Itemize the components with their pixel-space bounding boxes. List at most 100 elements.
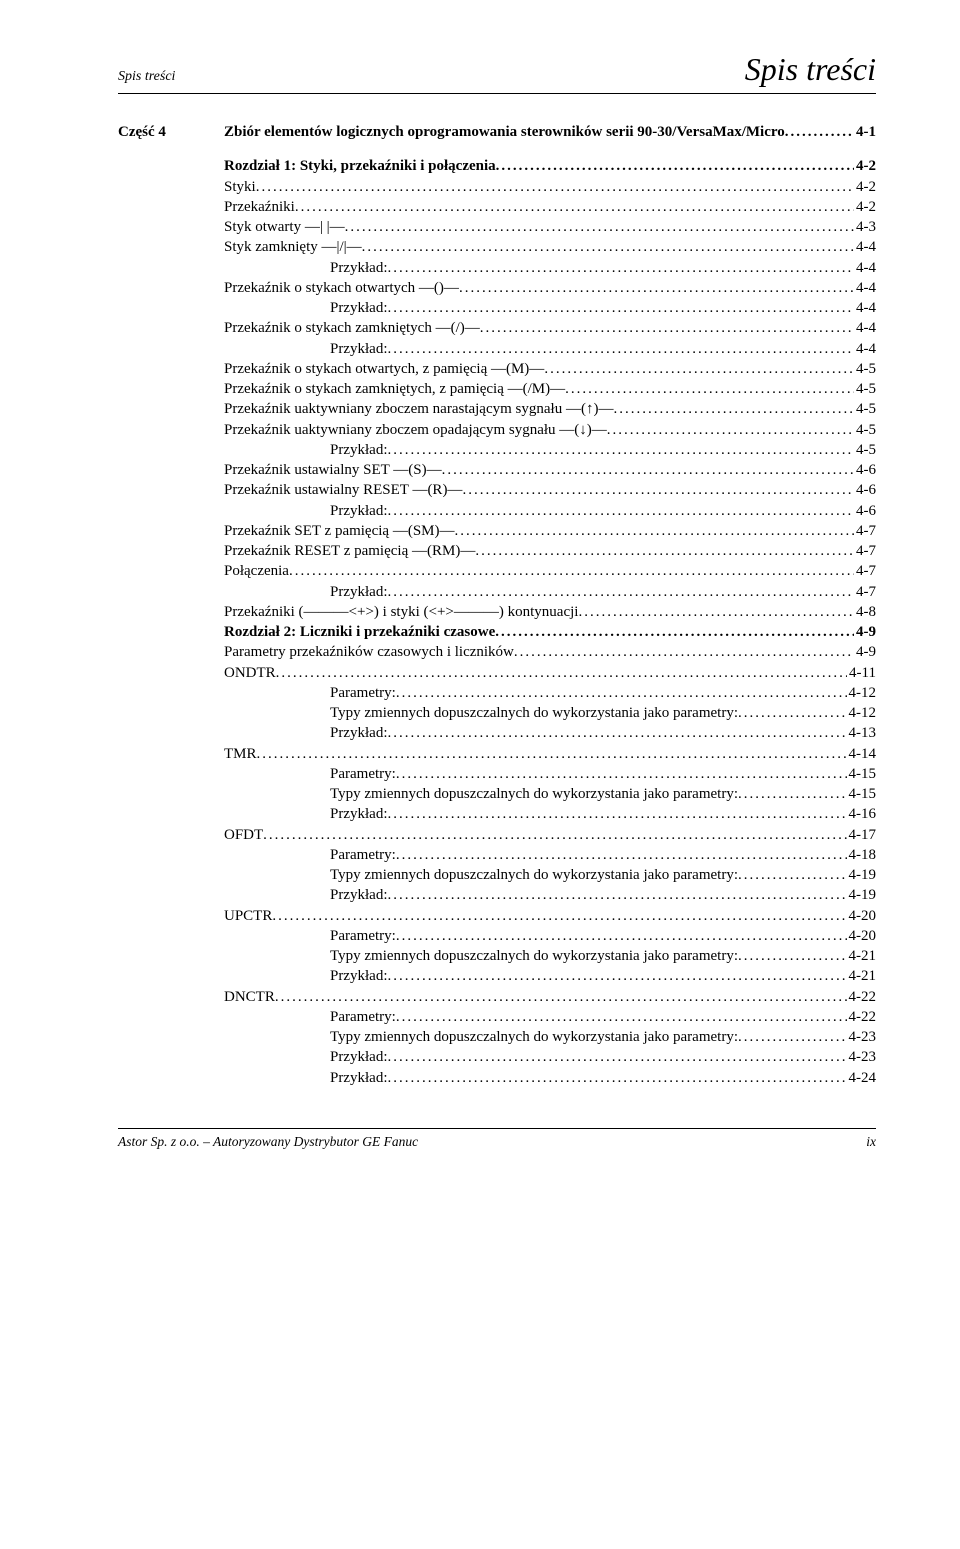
toc-label: Przekaźnik ustawialny SET —(S)—	[224, 460, 442, 480]
toc-page: 4-5	[854, 359, 876, 379]
leader-dots	[475, 541, 854, 561]
toc-page: 4-7	[854, 582, 876, 602]
toc-page: 4-5	[854, 379, 876, 399]
toc-label: Przykład:	[330, 885, 388, 905]
toc-label: Przekaźniki (———<+>) i styki (<+>———) ko…	[224, 602, 578, 622]
part-row: Część 4 Zbiór elementów logicznych oprog…	[118, 122, 876, 142]
footer-left: Astor Sp. z o.o. – Autoryzowany Dystrybu…	[118, 1133, 418, 1151]
toc-entry: Parametry: 4-15	[118, 764, 876, 784]
leader-dots	[613, 399, 854, 419]
leader-dots	[496, 156, 854, 176]
toc-entry: Przykład:4-4	[118, 298, 876, 318]
toc-label: Rozdział 1: Styki, przekaźniki i połącze…	[224, 156, 496, 176]
toc-page: 4-12	[847, 703, 877, 723]
leader-dots	[388, 501, 855, 521]
toc-page: 4-19	[847, 885, 877, 905]
toc-label: Przekaźnik SET z pamięcią —(SM)—	[224, 521, 455, 541]
toc-page: 4-3	[854, 217, 876, 237]
leader-dots	[738, 1027, 847, 1047]
leader-dots	[514, 642, 854, 662]
leader-dots	[388, 582, 855, 602]
leader-dots	[738, 865, 847, 885]
toc-entry: Typy zmiennych dopuszczalnych do wykorzy…	[118, 865, 876, 885]
toc-entry: Przekaźnik ustawialny RESET —(R)—4-6	[118, 480, 876, 500]
toc-label: Parametry:	[330, 926, 396, 946]
toc-entry: Przykład:4-4	[118, 339, 876, 359]
toc-entry: ONDTR4-11	[118, 663, 876, 683]
toc-entry: Przekaźniki4-2	[118, 197, 876, 217]
leader-dots	[388, 1068, 847, 1088]
toc-label: UPCTR	[224, 906, 272, 926]
toc-page: 4-22	[847, 987, 877, 1007]
toc-entry: Przykład:4-13	[118, 723, 876, 743]
toc-entry: Typy zmiennych dopuszczalnych do wykorzy…	[118, 784, 876, 804]
toc-entry: TMR4-14	[118, 744, 876, 764]
toc-label: ONDTR	[224, 663, 276, 683]
toc-entry: Przekaźnik o stykach zamkniętych —(/)—4-…	[118, 318, 876, 338]
toc-label: Styki	[224, 177, 256, 197]
page-footer: Astor Sp. z o.o. – Autoryzowany Dystrybu…	[118, 1128, 876, 1151]
leader-dots	[607, 420, 854, 440]
toc-label: Typy zmiennych dopuszczalnych do wykorzy…	[330, 1027, 738, 1047]
leader-dots	[272, 906, 846, 926]
part-title-text: Zbiór elementów logicznych oprogramowani…	[224, 122, 785, 142]
toc-entry: Przekaźniki (———<+>) i styki (<+>———) ko…	[118, 602, 876, 622]
toc-entry: Przykład: 4-7	[118, 582, 876, 602]
toc-page: 4-15	[847, 764, 877, 784]
toc-label: Typy zmiennych dopuszczalnych do wykorzy…	[330, 946, 738, 966]
leader-dots	[396, 845, 847, 865]
toc-entry: UPCTR4-20	[118, 906, 876, 926]
toc-label: Parametry:	[330, 1007, 396, 1027]
toc-label: Typy zmiennych dopuszczalnych do wykorzy…	[330, 865, 738, 885]
leader-dots	[388, 804, 847, 824]
toc-entry: Przekaźnik o stykach zamkniętych, z pami…	[118, 379, 876, 399]
toc-entry: Przykład:4-21	[118, 966, 876, 986]
leader-dots	[388, 966, 847, 986]
leader-dots	[263, 825, 846, 845]
leader-dots	[256, 177, 854, 197]
toc-label: Styk otwarty —| |—	[224, 217, 345, 237]
leader-dots	[295, 197, 854, 217]
toc-label: Przykład:	[330, 723, 388, 743]
toc-entry: Przykład:4-4	[118, 258, 876, 278]
toc-label: Przekaźnik o stykach otwartych —()—	[224, 278, 459, 298]
leader-dots	[578, 602, 854, 622]
header-left: Spis treści	[118, 68, 175, 87]
toc-page: 4-19	[847, 865, 877, 885]
toc-label: Przekaźniki	[224, 197, 295, 217]
toc-page: 4-23	[847, 1027, 877, 1047]
toc-entry: Rozdział 2: Liczniki i przekaźniki czaso…	[118, 622, 876, 642]
toc-label: Przykład:	[330, 339, 388, 359]
toc-label: Parametry:	[330, 845, 396, 865]
leader-dots	[544, 359, 854, 379]
toc-label: Przekaźnik ustawialny RESET —(R)—	[224, 480, 462, 500]
toc-page: 4-7	[854, 521, 876, 541]
toc-page: 4-7	[854, 541, 876, 561]
toc-container: Rozdział 1: Styki, przekaźniki i połącze…	[118, 156, 876, 1088]
leader-dots	[388, 1047, 847, 1067]
part-title-line: Zbiór elementów logicznych oprogramowani…	[224, 122, 876, 142]
toc-page: 4-2	[854, 156, 876, 176]
toc-entry: Parametry:4-12	[118, 683, 876, 703]
toc-page: 4-9	[854, 622, 876, 642]
footer-page-number: ix	[866, 1133, 876, 1151]
toc-page: 4-4	[854, 258, 876, 278]
leader-dots	[396, 683, 847, 703]
toc-label: Przekaźnik uaktywniany zboczem narastają…	[224, 399, 613, 419]
page-header: Spis treści Spis treści	[118, 48, 876, 94]
leader-dots	[459, 278, 854, 298]
toc-entry: Parametry:4-22	[118, 1007, 876, 1027]
toc-page: 4-2	[854, 177, 876, 197]
toc-page: 4-8	[854, 602, 876, 622]
toc-label: Parametry:	[330, 764, 396, 784]
leader-dots	[495, 622, 854, 642]
toc-entry: Typy zmiennych dopuszczalnych do wykorzy…	[118, 703, 876, 723]
toc-label: Przykład:	[330, 582, 388, 602]
toc-entry: Przekaźnik o stykach otwartych, z pamięc…	[118, 359, 876, 379]
toc-entry: Przykład:4-5	[118, 440, 876, 460]
leader-dots	[565, 379, 854, 399]
header-right: Spis treści	[745, 48, 876, 91]
toc-label: TMR	[224, 744, 257, 764]
toc-entry: Parametry:4-20	[118, 926, 876, 946]
toc-label: Przekaźnik uaktywniany zboczem opadający…	[224, 420, 607, 440]
